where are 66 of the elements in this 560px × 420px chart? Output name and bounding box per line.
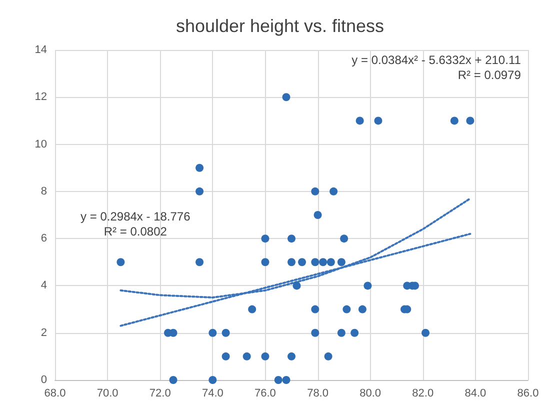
point — [292, 282, 301, 290]
point — [466, 116, 474, 125]
y-tick-label: 0 — [40, 374, 47, 386]
point — [116, 258, 125, 266]
point — [337, 328, 346, 337]
point — [248, 305, 256, 314]
x-tick-label: 84.0 — [464, 388, 486, 400]
y-tick-label: 12 — [34, 91, 47, 104]
x-tick-label: 70.0 — [96, 388, 118, 400]
x-tick-label: 72.0 — [149, 388, 171, 400]
y-tick-label: 8 — [40, 185, 47, 198]
point — [222, 352, 230, 360]
point — [326, 258, 335, 266]
point — [288, 352, 296, 360]
point — [298, 258, 306, 266]
point — [288, 234, 296, 243]
point — [324, 352, 332, 360]
point — [311, 258, 320, 266]
point — [342, 305, 351, 314]
point — [222, 328, 230, 337]
x-tick-label: 80.0 — [360, 388, 382, 400]
point — [169, 376, 178, 384]
annotation: y = 0.2984x - 18.776 — [80, 210, 191, 224]
y-tick-label: 10 — [34, 138, 47, 150]
y-tick-label: 2 — [40, 326, 47, 339]
annotation: R² = 0.0802 — [104, 224, 168, 238]
point — [261, 234, 270, 243]
point — [208, 376, 217, 384]
x-tick-label: 82.0 — [412, 388, 434, 400]
point — [319, 258, 328, 266]
x-tick-label: 74.0 — [202, 388, 224, 400]
point — [311, 328, 320, 337]
point — [311, 305, 320, 314]
annotation: R² = 0.0979 — [458, 68, 522, 82]
point — [208, 328, 217, 337]
point — [356, 116, 364, 125]
y-tick-label: 6 — [40, 232, 47, 245]
point — [274, 376, 282, 384]
point — [358, 305, 366, 314]
annotation: y = 0.0384x² - 5.6332x + 210.11 — [352, 52, 522, 67]
point — [282, 93, 290, 102]
point — [450, 116, 458, 125]
point — [196, 258, 204, 266]
chart-title: shoulder height vs. fitness — [176, 16, 384, 36]
point — [311, 187, 320, 196]
point — [340, 234, 348, 243]
point — [314, 211, 322, 219]
point — [261, 258, 270, 266]
point — [337, 258, 346, 266]
point — [242, 352, 251, 360]
point — [288, 258, 296, 266]
point — [330, 187, 338, 196]
x-tick-label: 76.0 — [254, 388, 276, 400]
point — [261, 352, 270, 360]
point — [196, 164, 204, 172]
point — [364, 282, 372, 290]
y-tick-label: 14 — [34, 44, 47, 56]
x-tick-label: 86.0 — [517, 388, 539, 400]
point — [422, 328, 430, 337]
x-tick-label: 68.0 — [44, 388, 66, 400]
point — [350, 328, 359, 337]
point — [374, 116, 382, 125]
y-tick-label: 4 — [40, 280, 47, 292]
point — [282, 376, 290, 384]
x-tick-label: 78.0 — [307, 388, 328, 400]
point — [196, 187, 204, 196]
